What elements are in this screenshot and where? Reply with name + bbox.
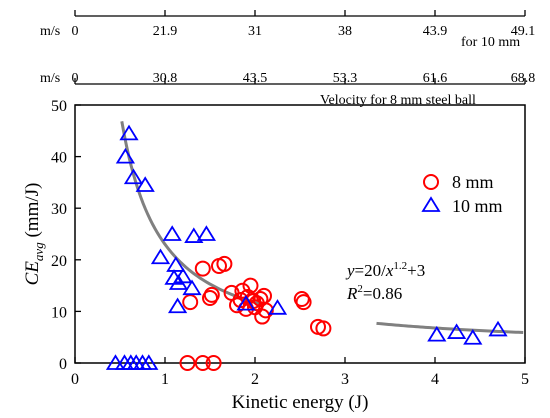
point-8mm: [182, 294, 199, 311]
fit-curve: [120, 121, 524, 334]
point-10mm: [167, 297, 188, 314]
y-tick-label: 40: [51, 150, 67, 167]
legend-triangle-marker: [421, 196, 441, 212]
legend-circle-marker: [423, 174, 439, 190]
fit-equation-exponent: 1.2: [393, 260, 407, 272]
legend: 8 mm 10 mm: [421, 172, 503, 216]
point-8mm: [216, 255, 233, 272]
x-axis-label: Kinetic energy (J): [232, 392, 369, 413]
point-8mm: [257, 302, 274, 319]
point-8mm: [194, 355, 211, 371]
top-axis-8mm-tick-label: 68.8: [511, 71, 536, 86]
y-axis-label: CEavg (mm/J): [22, 183, 46, 286]
fit-equation-y: y: [345, 261, 355, 280]
x-tick-label: 3: [341, 371, 349, 388]
top-axis-10mm-tick-label: 38: [338, 24, 352, 39]
point-10mm: [236, 294, 256, 311]
point-10mm: [182, 279, 202, 296]
x-tick-label: 0: [71, 371, 79, 388]
y-tick-label: 30: [51, 201, 67, 218]
point-10mm: [119, 124, 139, 141]
point-10mm: [115, 147, 136, 164]
point-10mm: [267, 299, 288, 315]
x-tick-label: 1: [161, 371, 169, 388]
legend-label-10mm: 10 mm: [452, 196, 503, 216]
point-10mm: [139, 354, 159, 370]
legend-label-8mm: 8 mm: [452, 172, 494, 192]
top-axis-10mm-ticks: 0 21.9 31 38 43.9 49.1: [72, 10, 536, 39]
point-10mm: [135, 176, 155, 192]
fit-r-squared-power: 2: [357, 283, 363, 295]
fit-curve-segment: [120, 121, 265, 307]
point-10mm: [173, 267, 193, 284]
point-10mm: [184, 227, 204, 243]
y-axis-label-sub: avg: [31, 242, 46, 261]
y-tick-label: 20: [51, 253, 67, 270]
y-axis-label-unit: (mm/J): [22, 183, 43, 243]
y-axis-label-main: CE: [22, 261, 43, 286]
point-10mm: [446, 323, 467, 339]
y-tick-label: 10: [51, 304, 67, 321]
point-8mm: [295, 294, 312, 311]
point-10mm: [123, 168, 144, 185]
fit-r-squared-r: R: [346, 284, 358, 303]
top-axis-8mm-unit: m/s: [40, 71, 60, 86]
top-axis-8mm-tick-label: 61.6: [423, 71, 448, 86]
top-axis-10mm-caption: for 10 mm: [461, 35, 520, 50]
point-10mm: [166, 256, 186, 272]
point-8mm: [315, 320, 332, 337]
top-axis-8mm-tick-label: 43.5: [243, 71, 268, 86]
top-axis-10mm-tick-label: 43.9: [423, 24, 448, 39]
point-10mm: [488, 320, 508, 337]
top-axis-8mm-tick-label: 53.3: [333, 71, 358, 86]
x-axis-ticks: 0 1 2 3 4 5: [71, 357, 529, 388]
x-tick-label: 4: [431, 371, 439, 388]
top-axis-8mm-ticks: 0 30.8 43.5 53.3 61.6 68.8: [72, 71, 536, 86]
point-8mm: [203, 286, 220, 303]
top-axis-10mm-tick-label: 49.1: [511, 24, 536, 39]
fit-curve-segment: [376, 321, 524, 334]
fit-r-squared: R2=0.86: [346, 283, 402, 303]
point-10mm: [196, 225, 217, 241]
x-tick-label: 5: [521, 371, 529, 388]
point-8mm: [179, 355, 196, 371]
fit-equation-tail: +3: [407, 261, 425, 280]
top-axis-10mm-tick-label: 21.9: [153, 24, 178, 39]
y-tick-label: 50: [51, 98, 67, 115]
top-axis-10mm-unit: m/s: [40, 24, 60, 39]
top-axis-8mm-tick-label: 30.8: [153, 71, 178, 86]
fit-equation-x: x: [385, 261, 394, 280]
top-axis-10mm-tick-label: 31: [248, 24, 262, 39]
fit-equation: y=20/x1.2+3: [345, 260, 425, 280]
point-10mm: [150, 248, 171, 265]
point-8mm: [194, 260, 211, 277]
top-axis-8mm-tick-label: 0: [72, 71, 79, 86]
point-10mm: [463, 328, 483, 345]
plot-frame: [74, 104, 526, 364]
fit-equation-body: =20/: [355, 261, 387, 280]
top-axis-10mm: m/s for 10 mm 0 21.9 31 38 43.9 49.1: [40, 10, 535, 50]
top-axis-10mm-tick-label: 0: [72, 24, 79, 39]
point-10mm: [427, 325, 447, 342]
point-8mm: [242, 277, 259, 294]
y-axis-ticks: 0 10 20 30 40 50: [51, 98, 81, 373]
y-tick-label: 0: [59, 356, 67, 373]
data-markers: [105, 124, 508, 371]
point-8mm: [205, 355, 222, 371]
fit-r-squared-value: =0.86: [363, 284, 402, 303]
point-10mm: [162, 225, 182, 241]
top-axis-8mm: m/s Velocity for 8 mm steel ball 0 30.8 43…: [40, 71, 535, 108]
x-tick-label: 2: [251, 371, 259, 388]
